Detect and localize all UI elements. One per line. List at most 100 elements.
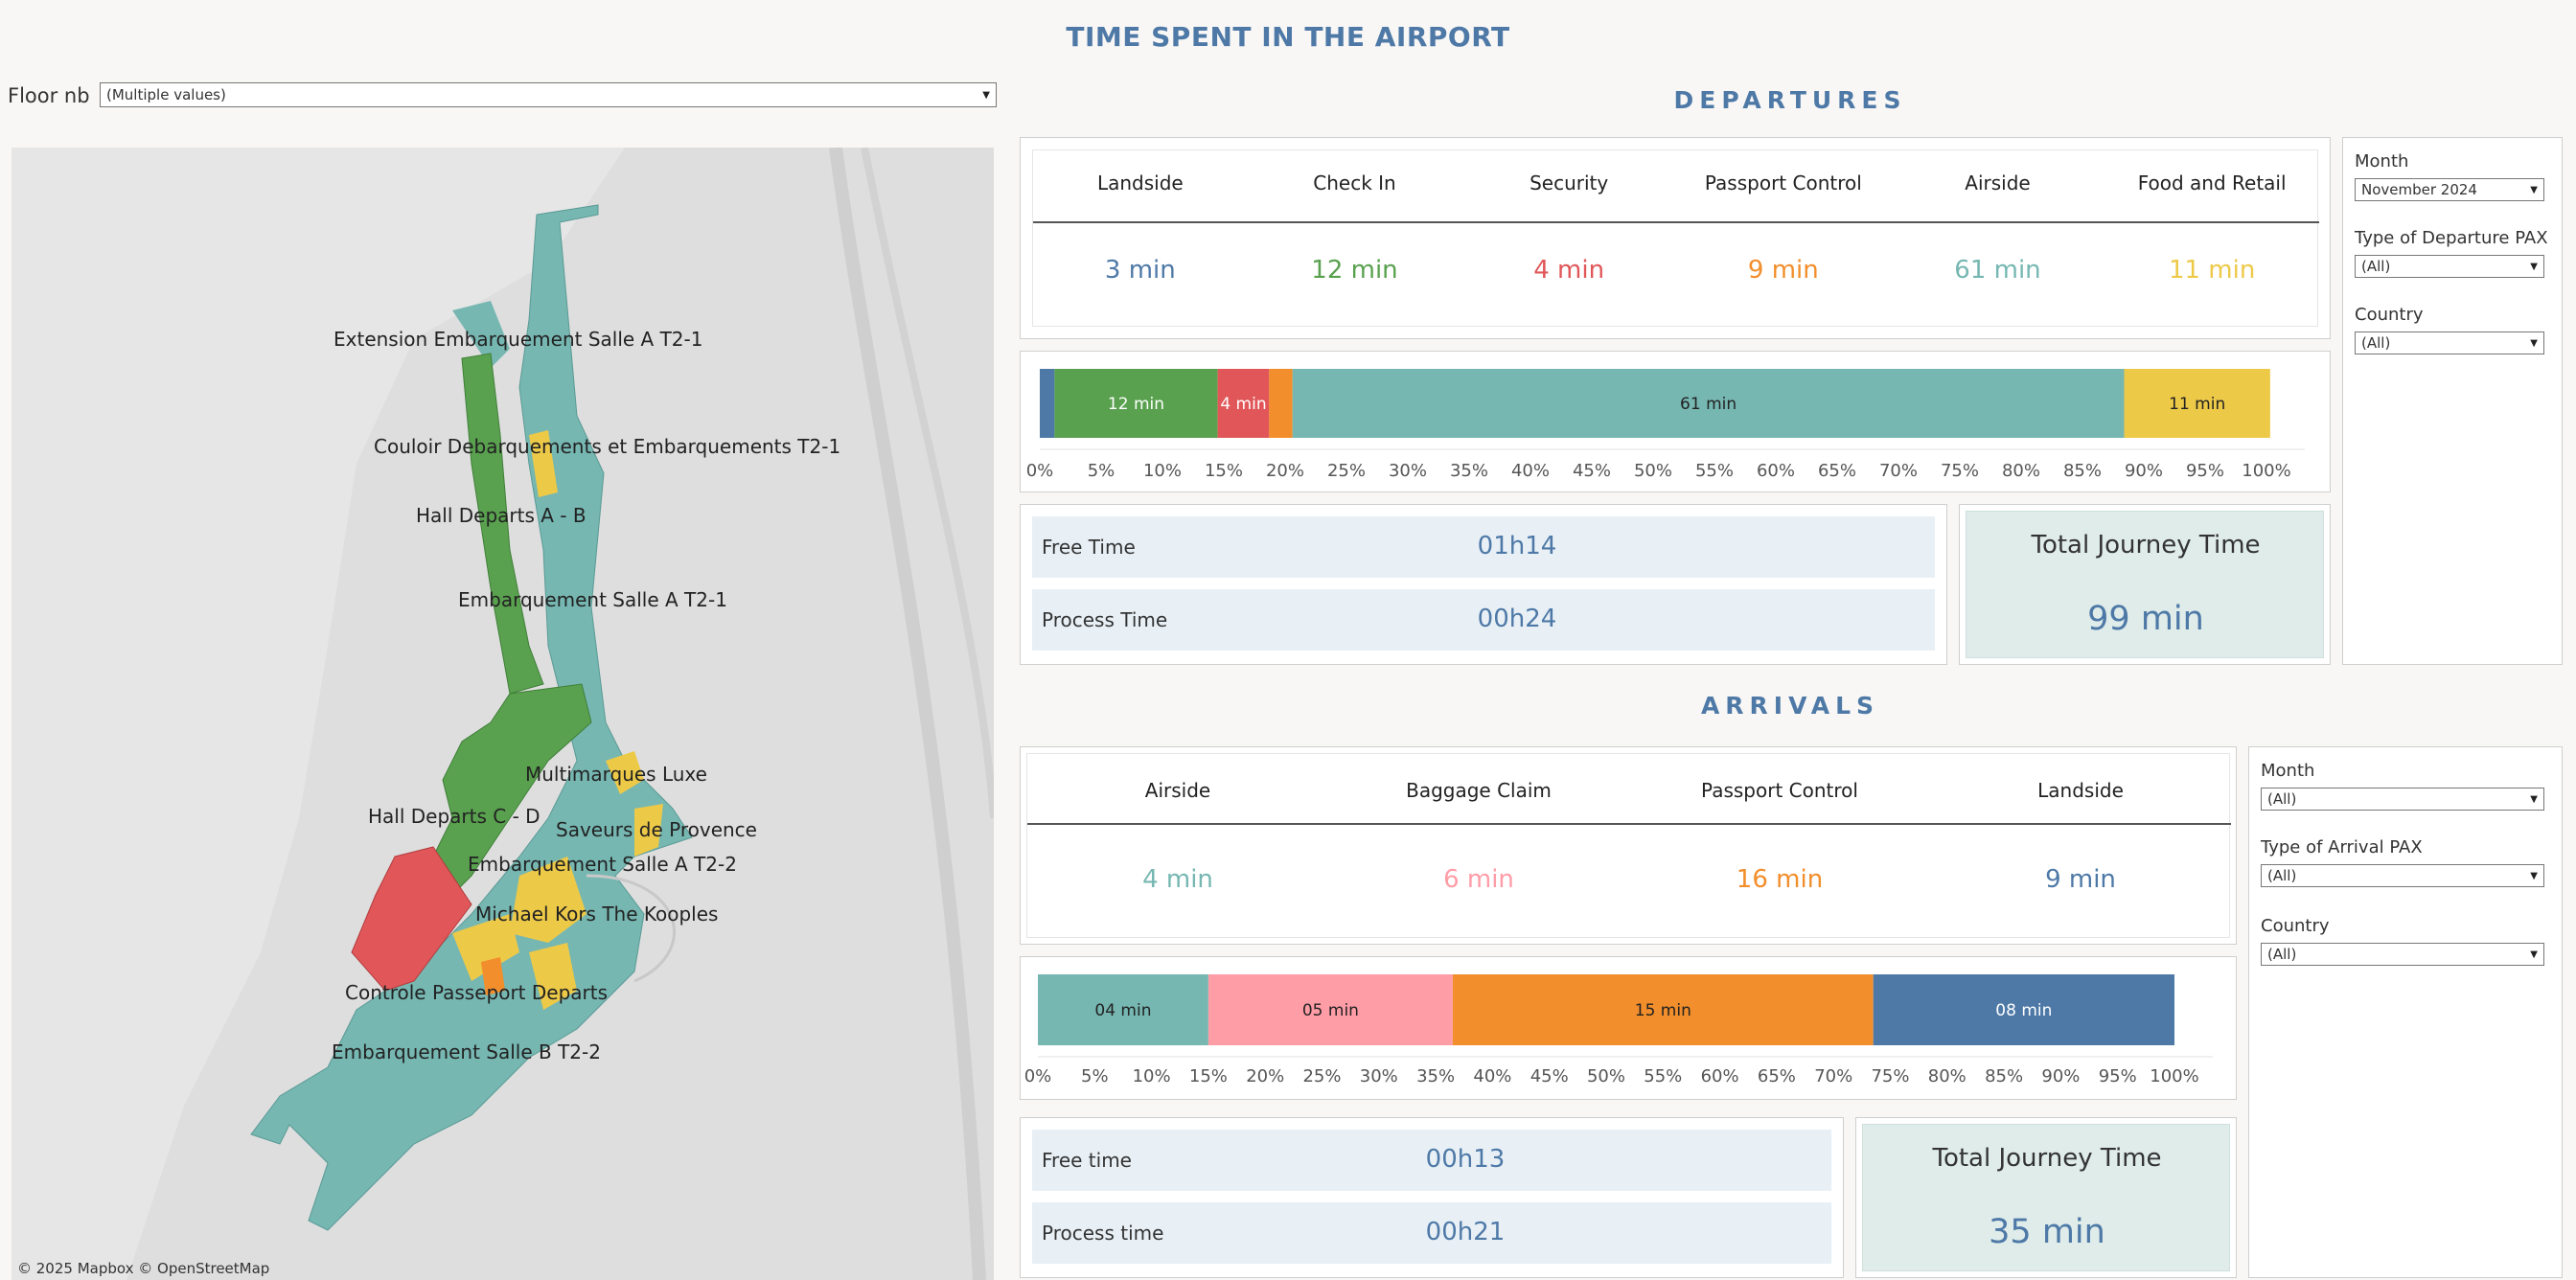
- departures-axis-tick-label: 75%: [1941, 461, 1979, 481]
- arrivals-axis-tick-label: 50%: [1587, 1066, 1625, 1086]
- total-journey-label: Total Journey Time: [2031, 531, 2261, 560]
- departures-bar-label: 12 min: [1108, 395, 1164, 414]
- process-time-value: 00h24: [1477, 605, 1557, 633]
- process-time-value: 00h21: [1425, 1218, 1506, 1246]
- departures-axis-tick-label: 80%: [2002, 461, 2040, 481]
- departures-total-panel: Total Journey Time 99 min: [1959, 504, 2331, 665]
- departures-stage-header: Security: [1530, 171, 1609, 194]
- departures-stage-time: 11 min: [2168, 256, 2256, 285]
- departures-stage-time: 3 min: [1104, 256, 1176, 285]
- arrivals-axis-tick-label: 60%: [1701, 1066, 1739, 1086]
- departures-title: DEPARTURES: [1673, 86, 1907, 114]
- pax-type-filter-value: (All): [2267, 867, 2297, 884]
- arrivals-bar-segment[interactable]: [1873, 974, 2174, 1045]
- departures-filter-panel: Month November 2024 ▼ Type of Departure P…: [2342, 137, 2563, 665]
- departures-bar-segment[interactable]: [1217, 369, 1270, 438]
- map-retail-zone[interactable]: [606, 751, 644, 794]
- map-label: Michael Kors The Kooples: [475, 903, 719, 926]
- arrivals-stage-header: Airside: [1144, 779, 1211, 802]
- departures-bar-segment[interactable]: [2124, 369, 2270, 438]
- map-label: Hall Departs C - D: [368, 805, 540, 828]
- chevron-down-icon: ▼: [2530, 870, 2538, 881]
- arrivals-bar-label: 08 min: [1995, 1001, 2052, 1020]
- free-time-row: Free Time 01h14: [1032, 516, 1935, 578]
- map-attribution: © 2025 Mapbox © OpenStreetMap: [17, 1260, 270, 1277]
- departures-axis-tick-label: 95%: [2186, 461, 2224, 481]
- map-retail-zone[interactable]: [452, 914, 519, 981]
- chevron-down-icon: ▼: [2530, 261, 2538, 272]
- arrivals-total-panel: Total Journey Time 35 min: [1855, 1117, 2237, 1278]
- departures-axis-tick-label: 25%: [1327, 461, 1366, 481]
- pax-type-filter-dropdown[interactable]: (All) ▼: [2355, 255, 2544, 278]
- month-filter-value: (All): [2267, 790, 2297, 808]
- map-airside-zone[interactable]: [452, 301, 510, 368]
- departures-bar-label: 11 min: [2169, 395, 2225, 414]
- departures-axis-tick-label: 100%: [2242, 461, 2290, 481]
- departures-stage-time: 9 min: [1747, 256, 1819, 285]
- free-time-label: Free time: [1042, 1149, 1132, 1172]
- arrivals-stage-time: 16 min: [1736, 865, 1824, 894]
- map-retail-zone[interactable]: [634, 804, 663, 857]
- departures-bar-chart: 12 min 4 min 61 min 11 min 0% 5% 10% 15% 20% 25% 3…: [1026, 369, 2305, 481]
- map-passport-zone[interactable]: [481, 957, 505, 995]
- total-journey-value: 99 min: [2087, 600, 2204, 638]
- divider: [1033, 221, 2319, 223]
- free-time-value: 01h14: [1477, 532, 1557, 560]
- arrivals-bar-label: 15 min: [1635, 1001, 1691, 1020]
- arrivals-axis-tick-label: 55%: [1644, 1066, 1682, 1086]
- departures-axis-tick-label: 55%: [1695, 461, 1734, 481]
- arrivals-bar-label: 04 min: [1094, 1001, 1151, 1020]
- airport-map[interactable]: Extension Embarquement Salle A T2-1 Coul…: [12, 148, 994, 1280]
- arrivals-stage-header: Landside: [2037, 779, 2124, 802]
- departures-bar-segment[interactable]: [1040, 369, 1055, 438]
- month-filter-dropdown[interactable]: November 2024 ▼: [2355, 178, 2544, 201]
- map-airside-zone[interactable]: [250, 204, 693, 1231]
- floor-filter-label: Floor nb: [8, 84, 90, 107]
- map-process-zone[interactable]: [461, 353, 544, 695]
- map-security-zone[interactable]: [351, 846, 472, 992]
- arrivals-bar-segment[interactable]: [1038, 974, 1208, 1045]
- arrivals-axis-tick-label: 45%: [1530, 1066, 1569, 1086]
- map-retail-zone[interactable]: [529, 430, 558, 497]
- arrivals-axis-tick-label: 40%: [1473, 1066, 1511, 1086]
- arrivals-axis-tick-label: 100%: [2150, 1066, 2198, 1086]
- arrivals-bar-segment[interactable]: [1452, 974, 1874, 1045]
- arrivals-axis-tick-label: 30%: [1360, 1066, 1398, 1086]
- country-filter-dropdown[interactable]: (All) ▼: [2355, 331, 2544, 354]
- departures-bar-segment[interactable]: [1292, 369, 2125, 438]
- map-road: [829, 148, 986, 1280]
- pax-type-filter-dropdown[interactable]: (All) ▼: [2261, 864, 2544, 887]
- month-filter-dropdown[interactable]: (All) ▼: [2261, 788, 2544, 811]
- departures-stage-time: 4 min: [1533, 256, 1605, 285]
- pax-type-filter-label: Type of Departure PAX: [2355, 228, 2548, 248]
- process-time-row: Process Time 00h24: [1032, 589, 1935, 651]
- map-label: Embarquement Salle A T2-1: [458, 588, 727, 611]
- departures-stage-header: Food and Retail: [2137, 171, 2287, 194]
- departures-stage-panel: Landside 3 min Check In 12 min Security 4 min…: [1020, 137, 2331, 339]
- map-retail-zone[interactable]: [529, 943, 577, 1010]
- pax-type-filter-value: (All): [2361, 258, 2391, 275]
- country-filter-dropdown[interactable]: (All) ▼: [2261, 943, 2544, 966]
- departures-axis-tick-label: 0%: [1026, 461, 1054, 481]
- chevron-down-icon: ▼: [2530, 184, 2538, 195]
- map-label: Controle Passeport Departs: [345, 981, 609, 1004]
- country-filter-value: (All): [2361, 334, 2391, 352]
- map-retail-zone[interactable]: [510, 857, 586, 943]
- country-filter-label: Country: [2355, 305, 2424, 325]
- departures-axis-tick-label: 30%: [1389, 461, 1427, 481]
- floor-filter-dropdown[interactable]: (Multiple values) ▼: [100, 82, 997, 107]
- chevron-down-icon: ▼: [2530, 793, 2538, 805]
- departures-bar-segment[interactable]: [1054, 369, 1218, 438]
- month-filter-label: Month: [2355, 151, 2409, 171]
- departures-stage-header: Check In: [1313, 171, 1396, 194]
- departures-bar-segment[interactable]: [1269, 369, 1293, 438]
- arrivals-axis-tick-label: 75%: [1871, 1066, 1909, 1086]
- departures-axis-tick-label: 40%: [1511, 461, 1550, 481]
- departures-axis-tick-label: 20%: [1266, 461, 1304, 481]
- chevron-down-icon: ▼: [2530, 337, 2538, 349]
- month-filter-label: Month: [2261, 761, 2315, 781]
- departures-stage-time: 61 min: [1954, 256, 2041, 285]
- arrivals-bar-segment[interactable]: [1208, 974, 1453, 1045]
- pax-type-filter-label: Type of Arrival PAX: [2261, 837, 2423, 857]
- arrivals-axis-tick-label: 0%: [1024, 1066, 1052, 1086]
